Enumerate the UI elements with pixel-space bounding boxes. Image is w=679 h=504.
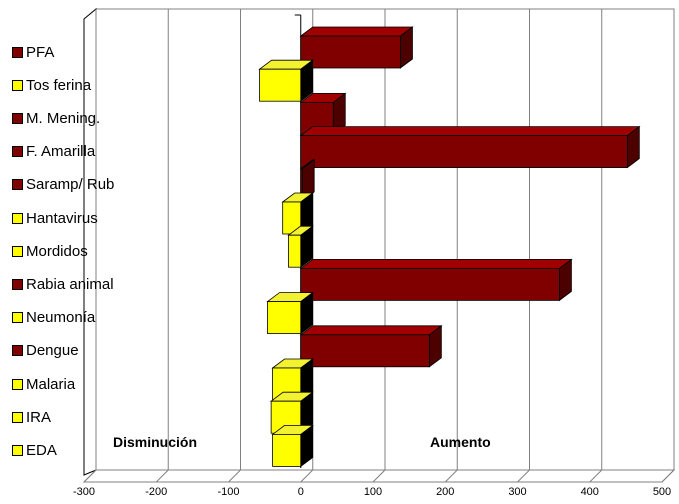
category-label-text: Saramp/ Rub [26, 176, 115, 194]
x-tick-label: 300 [508, 486, 526, 498]
bar [299, 324, 443, 368]
x-tick-label: 400 [581, 486, 599, 498]
category-label-text: PFA [26, 43, 55, 61]
bar [299, 26, 414, 69]
category-label-text: EDA [26, 441, 57, 459]
x-tick-label: 500 [653, 486, 671, 498]
category-label-text: Tos ferina [26, 76, 92, 94]
legend-swatch [12, 212, 23, 224]
floor-gridline [661, 469, 675, 483]
category-label: Hantavirus [12, 208, 98, 228]
floor-gridline [300, 469, 314, 483]
bar [299, 258, 573, 302]
category-label-text: Neumonía [26, 309, 96, 327]
x-tick-label: 100 [364, 486, 382, 498]
category-label: PFA [12, 42, 54, 62]
annotation-increase: Aumento [430, 434, 491, 450]
category-label: Malaria [12, 374, 75, 394]
category-label-text: IRA [26, 408, 52, 426]
category-label: Neumonía [12, 308, 95, 328]
category-label: IRA [12, 407, 51, 427]
bar [271, 424, 314, 468]
category-label: Mordidos [12, 241, 88, 261]
category-label: Dengue [12, 341, 79, 361]
annotation-decrease: Disminución [113, 434, 198, 450]
bars [258, 26, 641, 468]
legend-swatch [12, 278, 23, 290]
legend-swatch [12, 79, 23, 91]
category-label: EDA [12, 440, 57, 460]
x-axis-tick-labels: -300 -200 -100 0 100 200 300 400 500 [73, 486, 671, 498]
bar [271, 358, 314, 401]
bar [269, 391, 314, 435]
category-label: Rabia animal [12, 274, 114, 294]
x-tick-label: 200 [436, 486, 454, 498]
category-label-text: Mordidos [26, 242, 88, 260]
floor-gridline [372, 469, 386, 483]
category-label: M. Mening. [12, 108, 100, 128]
legend-swatch [12, 378, 23, 390]
category-label: F. Amarilla [12, 142, 95, 162]
legend-swatch [12, 46, 23, 58]
category-label-text: Hantavirus [26, 209, 98, 227]
category-label-text: Dengue [26, 342, 79, 360]
category-label-text: M. Mening. [26, 109, 101, 127]
bar [266, 291, 314, 335]
legend-swatch [12, 179, 23, 191]
x-tick-label: -100 [217, 486, 239, 498]
category-label: Tos ferina [12, 75, 91, 95]
bar [299, 125, 641, 169]
floor-gridline [517, 469, 530, 483]
legend-swatch [12, 411, 23, 423]
floor-gridline [155, 469, 169, 483]
plot-area [82, 7, 676, 483]
category-label: Saramp/ Rub [12, 175, 114, 195]
floor-gridline [444, 469, 458, 483]
x-tick-label: -300 [73, 486, 95, 498]
legend-swatch [12, 245, 23, 257]
x-tick-label: -200 [145, 486, 167, 498]
category-label-text: F. Amarilla [26, 143, 96, 161]
x-tick-label: 0 [298, 486, 304, 498]
category-label-text: Rabia animal [26, 275, 114, 293]
category-label-text: Malaria [26, 375, 76, 393]
bar [287, 225, 314, 269]
bar [281, 192, 314, 235]
floor-gridline [228, 469, 241, 483]
legend-swatch [12, 345, 23, 357]
floor-gridline [589, 469, 603, 483]
floor-gridline [83, 469, 97, 483]
bar [258, 59, 314, 102]
legend-swatch [12, 312, 23, 324]
legend-swatch [12, 444, 23, 456]
legend-swatch [12, 112, 23, 124]
legend-swatch [12, 146, 23, 158]
